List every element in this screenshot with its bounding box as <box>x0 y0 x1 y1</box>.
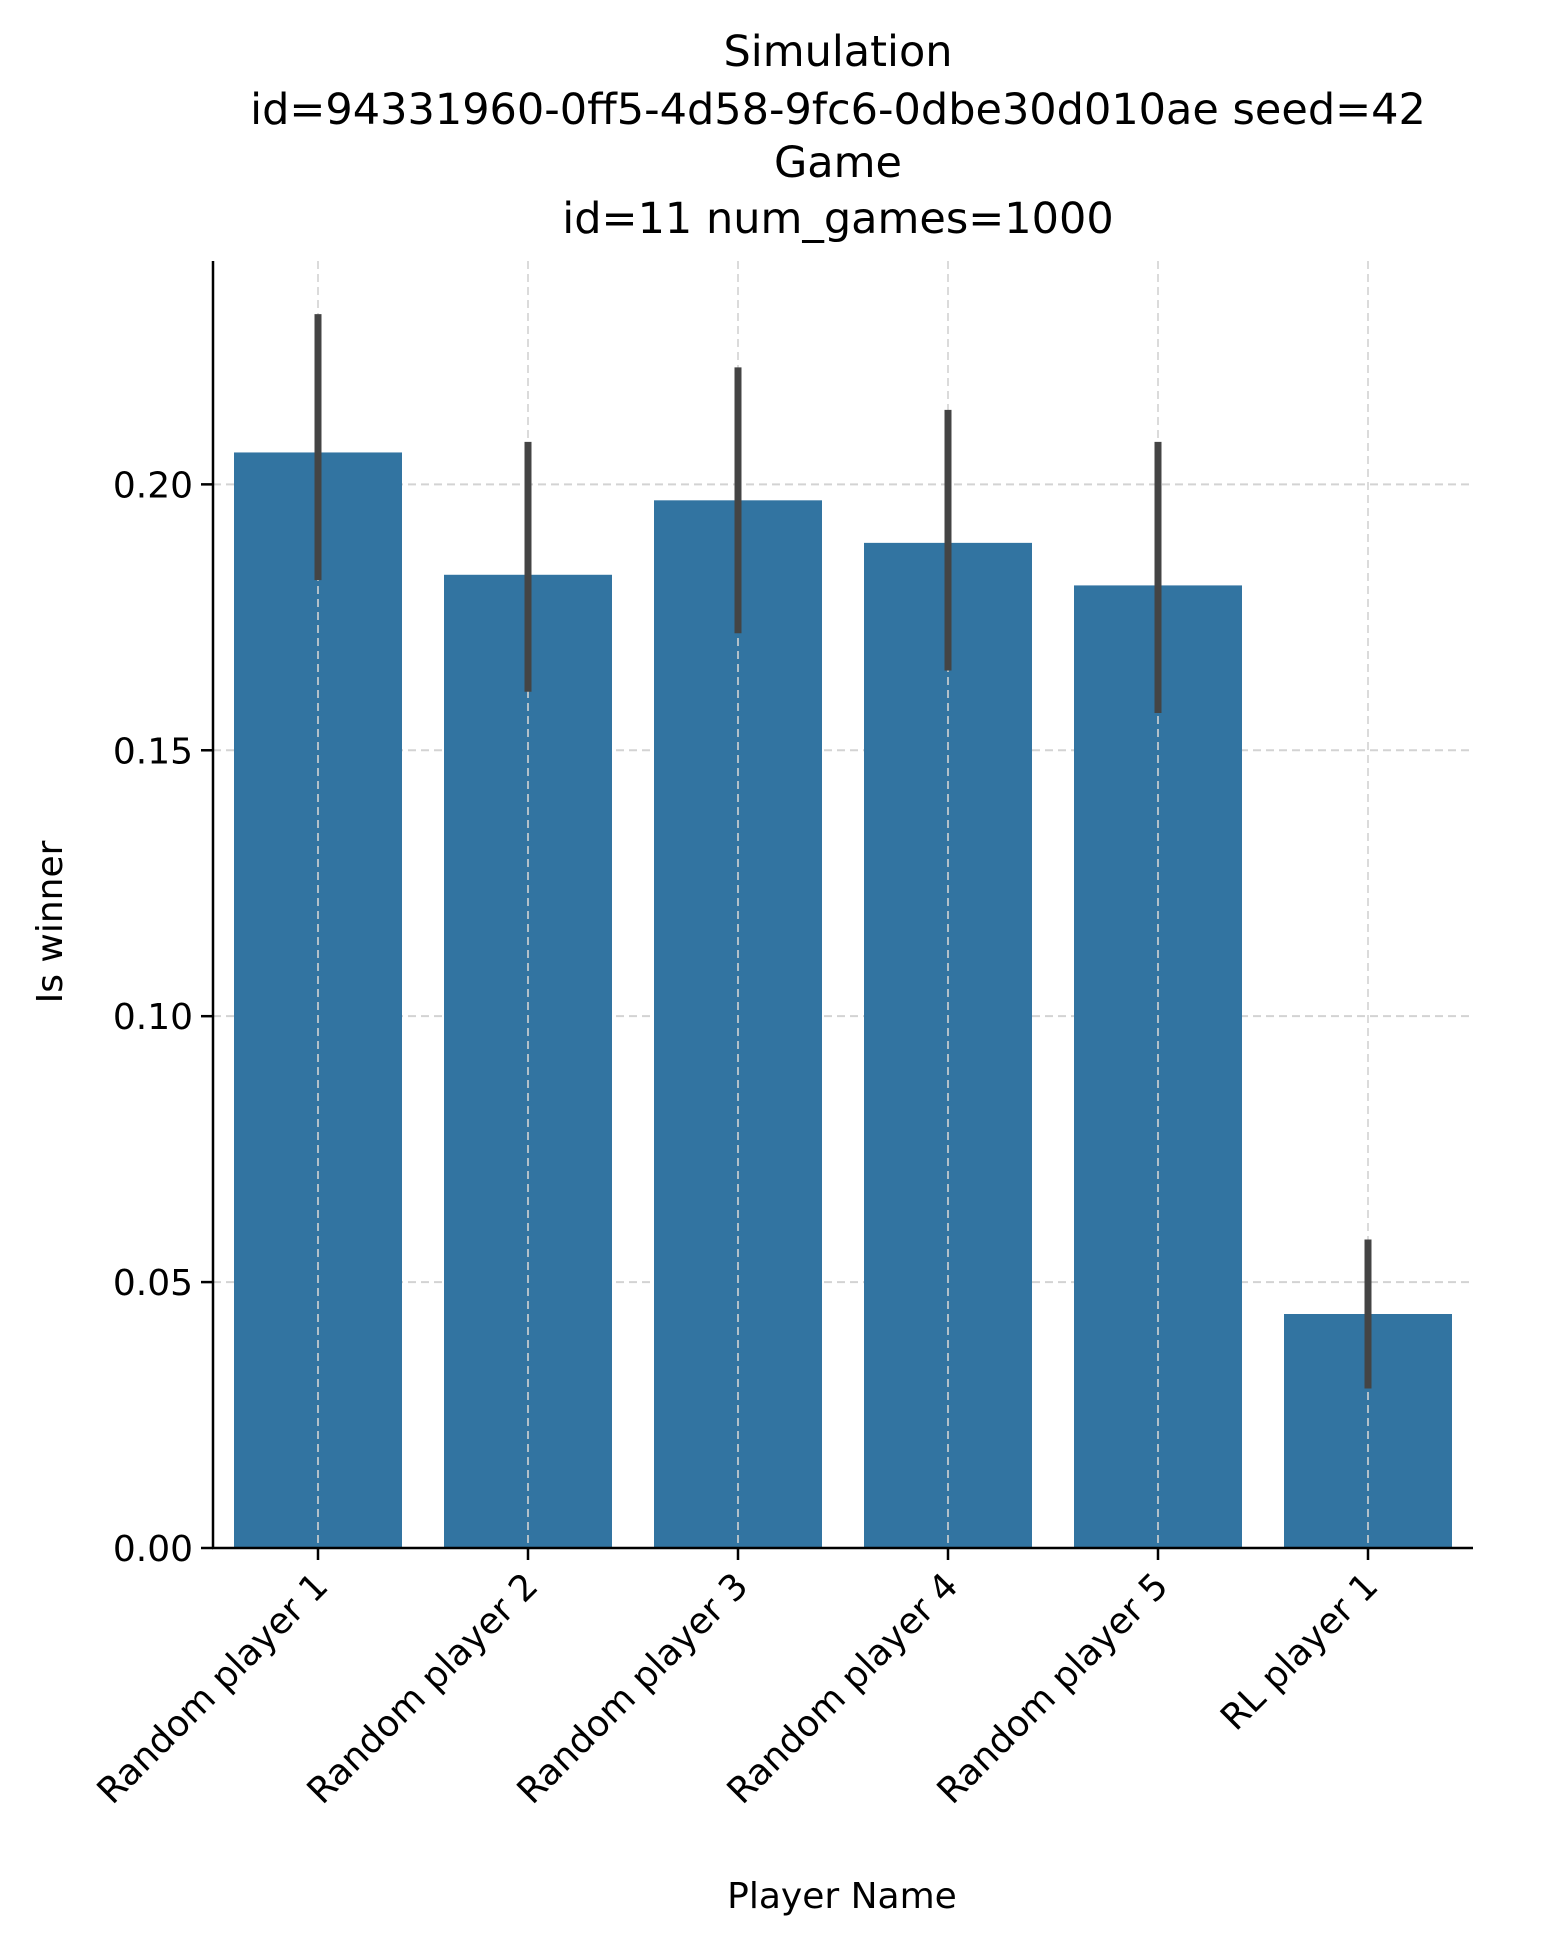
axes <box>211 261 1473 1550</box>
x-tick-label: Random player 5 <box>930 1565 1177 1812</box>
title-line-1: Simulation <box>723 27 952 77</box>
y-axis-label: Is winner <box>30 840 71 1003</box>
x-axis-label: Player Name <box>727 1876 957 1917</box>
title-line-3: Game <box>774 138 902 188</box>
x-tick-label: RL player 1 <box>1213 1565 1386 1738</box>
x-tick-label: Random player 2 <box>300 1565 547 1812</box>
y-tick-label: 0.00 <box>113 1529 193 1570</box>
y-tick-label: 0.20 <box>113 465 193 506</box>
y-tick-label: 0.10 <box>113 997 193 1038</box>
x-tick-label: Random player 1 <box>90 1565 337 1812</box>
chart-title: Simulation id=94331960-0ff5-4d58-9fc6-0d… <box>250 27 1426 244</box>
title-line-2: id=94331960-0ff5-4d58-9fc6-0dbe30d010ae … <box>250 85 1426 135</box>
title-line-4: id=11 num_games=1000 <box>562 194 1113 244</box>
x-tick-label: Random player 4 <box>720 1565 967 1812</box>
y-tick-label: 0.15 <box>113 731 193 772</box>
y-ticks: 0.00 0.05 0.10 0.15 0.20 <box>113 465 213 1570</box>
bars <box>234 452 1452 1549</box>
error-bars <box>314 314 1372 1389</box>
x-tick-label: Random player 3 <box>510 1565 757 1812</box>
y-tick-label: 0.05 <box>113 1263 193 1304</box>
bar <box>234 452 402 1548</box>
